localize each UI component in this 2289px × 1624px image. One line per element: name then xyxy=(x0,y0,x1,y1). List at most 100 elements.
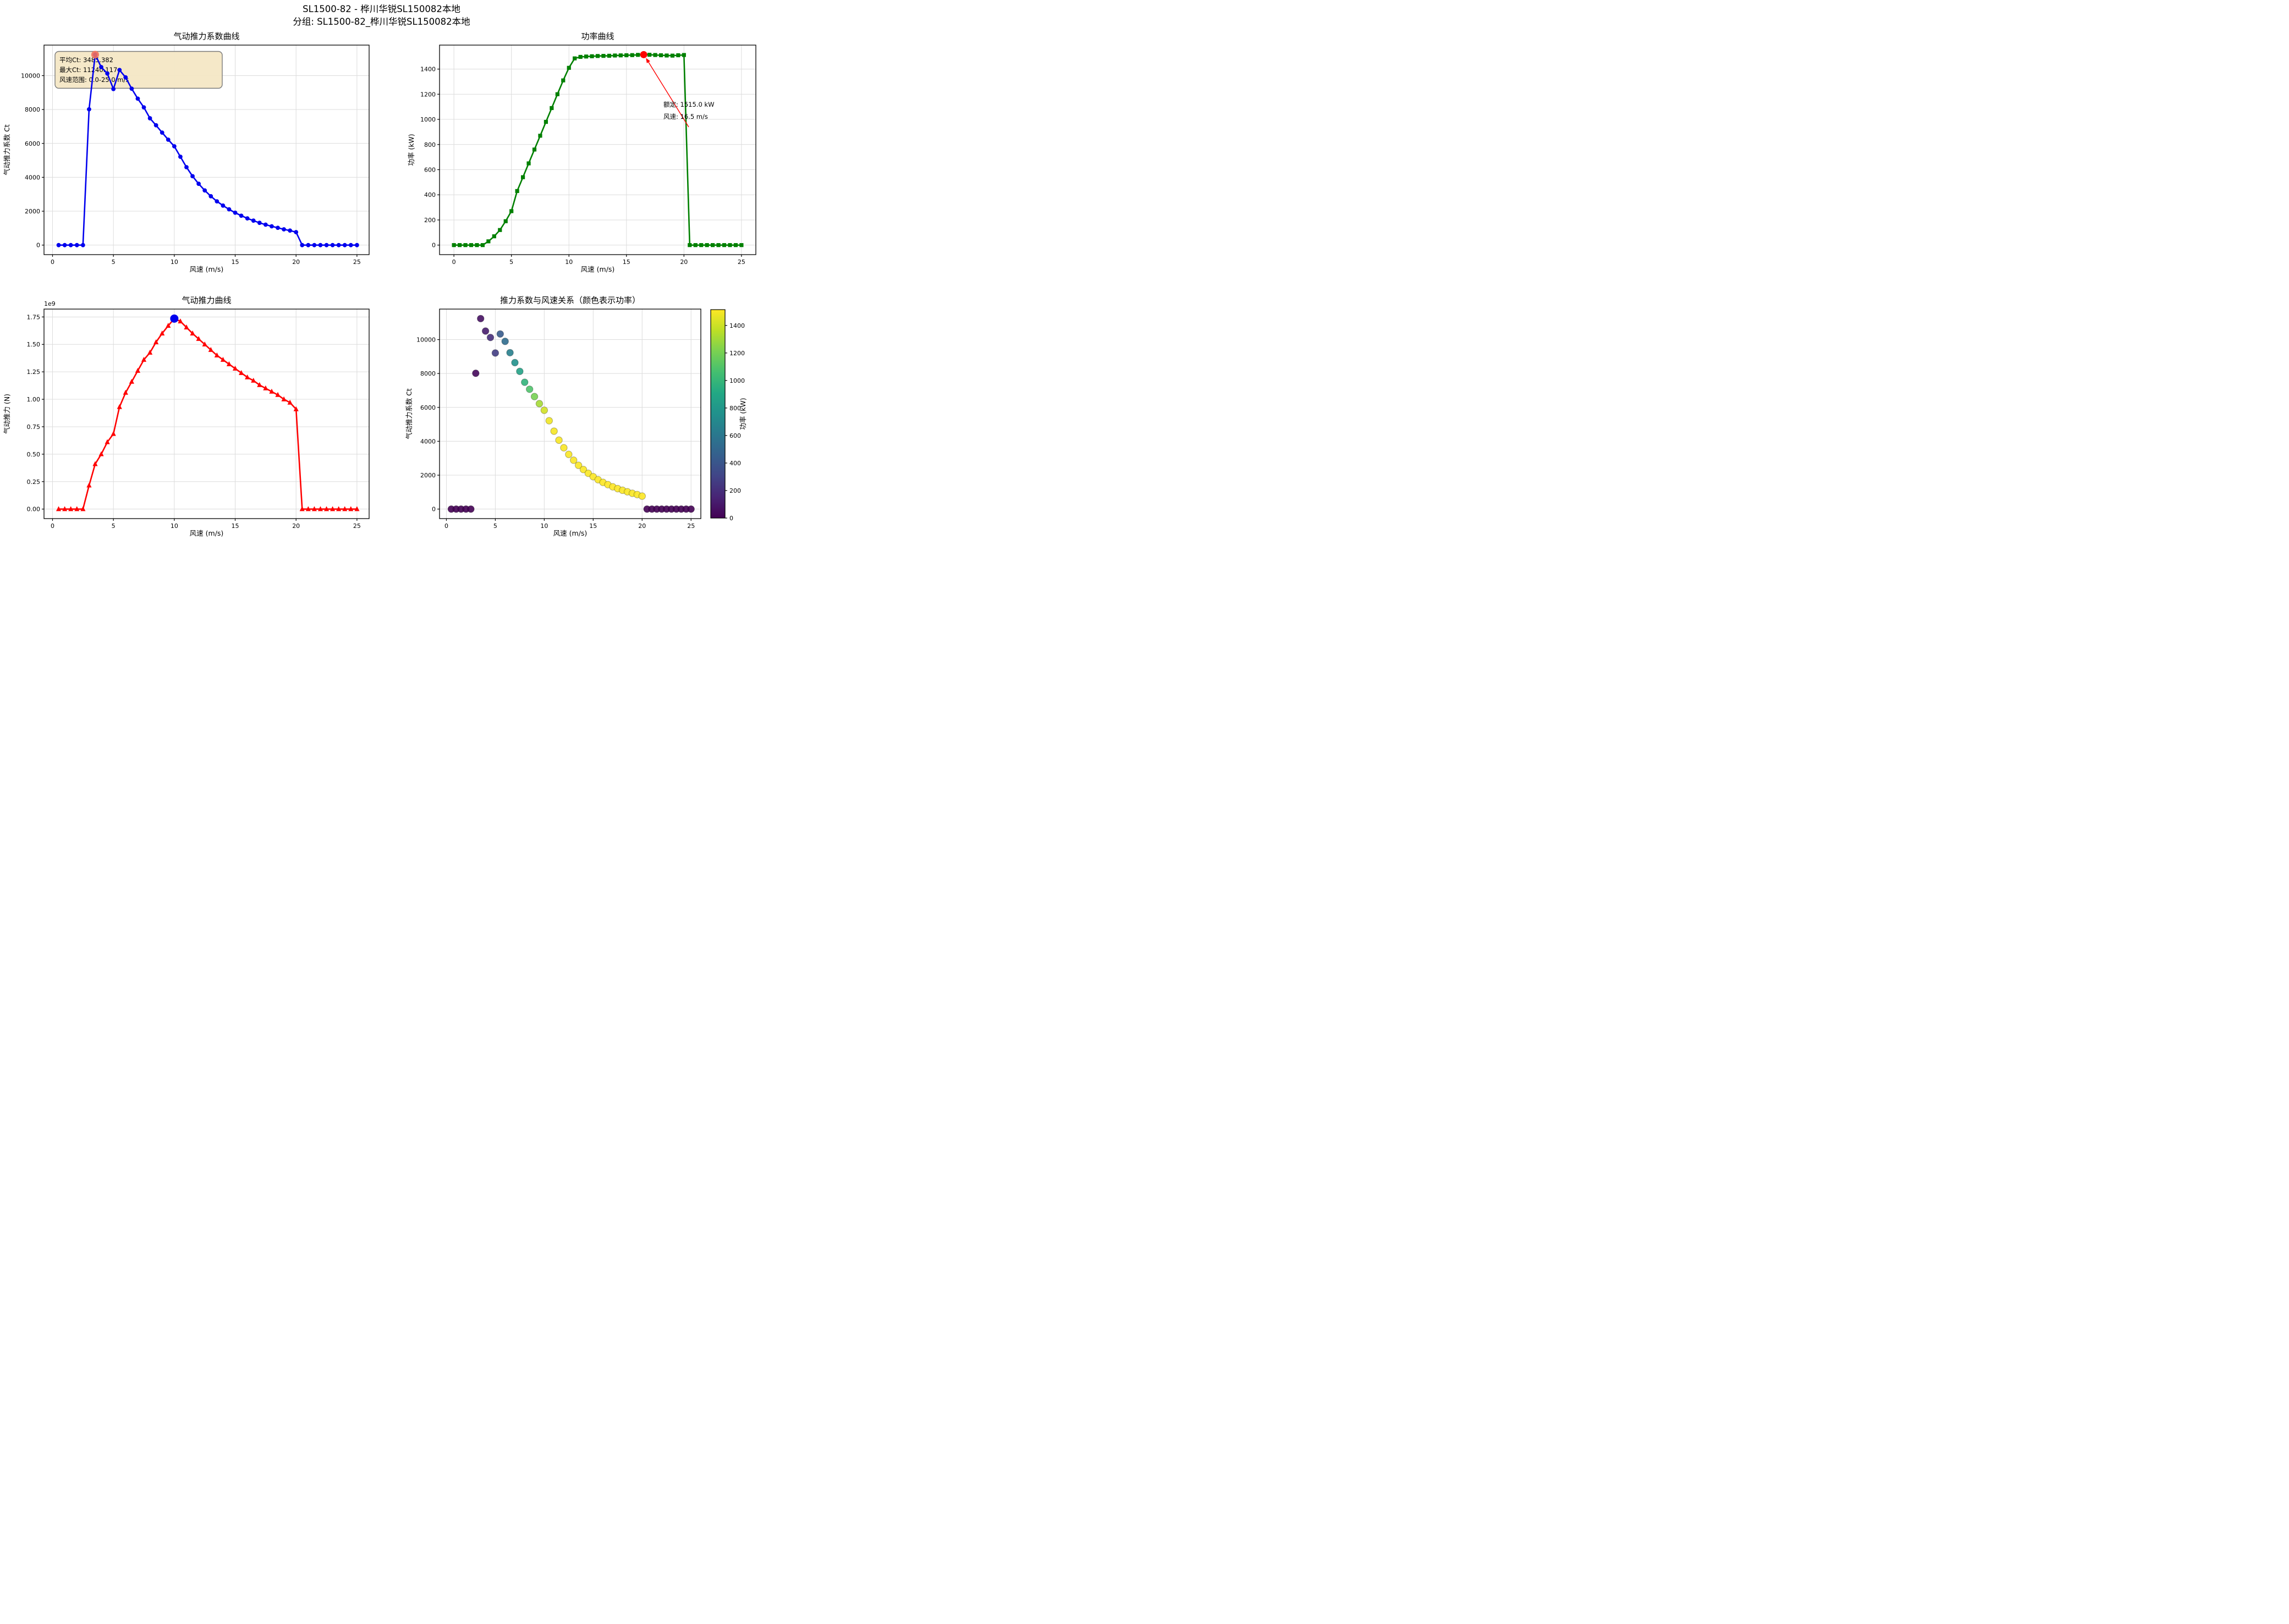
svg-text:5: 5 xyxy=(112,258,116,266)
panel-ct-power-scatter: 0 5 10 15 20 250200040006000800010000推力系数与风速关… xyxy=(405,295,747,537)
colorbar: 0 200 400 600 800 1000 1200 1400 功率 (kW) xyxy=(710,309,747,522)
axis-ticks: 0 5 10 15 20 25 0.00 0.25 0.50 0.75 1.00 1.25 1.50 1.… xyxy=(27,313,361,530)
svg-text:4000: 4000 xyxy=(420,438,436,445)
rated-annotation-line-1: 额定: 1515.0 kW xyxy=(663,101,714,108)
svg-text:15: 15 xyxy=(623,258,630,266)
svg-text:1400: 1400 xyxy=(729,322,745,329)
plot-border xyxy=(43,45,370,255)
y-axis-label: 气动推力系数 Ct xyxy=(3,124,11,175)
svg-text:1000: 1000 xyxy=(420,116,436,123)
svg-text:20: 20 xyxy=(292,258,300,266)
svg-text:6000: 6000 xyxy=(25,140,40,147)
svg-text:25: 25 xyxy=(353,258,361,266)
plot-border xyxy=(43,309,370,519)
y-axis-label: 功率 (kW) xyxy=(407,134,415,166)
svg-text:1000: 1000 xyxy=(729,377,745,384)
colorbar-label: 功率 (kW) xyxy=(739,398,747,430)
svg-text:1.50: 1.50 xyxy=(27,341,41,348)
x-axis-label: 风速 (m/s) xyxy=(581,265,615,273)
svg-text:0.50: 0.50 xyxy=(27,451,41,458)
rated-point-marker xyxy=(640,51,647,58)
stats-box-line-3: 风速范围: 0.0-25.0 m/s xyxy=(59,76,129,84)
svg-text:600: 600 xyxy=(424,167,436,174)
panel-power-curve: 额定: 1515.0 kW 风速: 16.5 m/s 0 5 10 15 20 25 0 200 4… xyxy=(407,31,756,273)
svg-text:2000: 2000 xyxy=(25,208,40,215)
svg-text:4000: 4000 xyxy=(25,174,40,181)
svg-text:10: 10 xyxy=(171,258,178,266)
panel-title: 功率曲线 xyxy=(581,31,614,41)
svg-text:2000: 2000 xyxy=(420,472,436,479)
panel-thrust-curve: 0 5 10 15 20 25 0.00 0.25 0.50 0.75 1.00 1.25 1.50 1.… xyxy=(3,295,370,537)
axis-ticks: 0 5 10 15 20 25 0 200 400 600 800 1000 1200 1400 xyxy=(420,66,745,266)
svg-text:400: 400 xyxy=(729,460,741,467)
x-axis-label: 风速 (m/s) xyxy=(190,529,224,537)
panel-title: 气动推力系数曲线 xyxy=(173,31,239,41)
rated-annotation-line-2: 风速: 16.5 m/s xyxy=(663,113,708,120)
svg-text:0: 0 xyxy=(452,258,456,266)
axis-ticks: 0 5 10 15 20 25 0 2000 4000 6000 8000 10000 xyxy=(21,73,361,266)
svg-text:20: 20 xyxy=(292,522,300,530)
scatter-points xyxy=(447,315,695,513)
svg-text:8000: 8000 xyxy=(25,106,40,113)
svg-text:1200: 1200 xyxy=(420,91,436,98)
peak-thrust-marker xyxy=(170,314,179,323)
stats-box-line-1: 平均Ct: 3485.382 xyxy=(59,56,113,64)
svg-text:0: 0 xyxy=(444,522,448,530)
svg-text:20: 20 xyxy=(638,522,646,530)
svg-text:0: 0 xyxy=(51,522,54,530)
svg-text:8000: 8000 xyxy=(420,370,436,377)
svg-text:0.25: 0.25 xyxy=(27,478,41,486)
grid xyxy=(440,309,701,519)
svg-text:0: 0 xyxy=(51,258,54,266)
svg-text:15: 15 xyxy=(232,522,239,530)
svg-text:1.75: 1.75 xyxy=(27,313,41,321)
svg-text:5: 5 xyxy=(493,522,497,530)
svg-text:0: 0 xyxy=(432,506,436,513)
x-axis-label: 风速 (m/s) xyxy=(553,529,588,537)
svg-text:20: 20 xyxy=(680,258,688,266)
svg-text:0: 0 xyxy=(36,242,40,249)
svg-text:1.00: 1.00 xyxy=(27,396,41,403)
series-markers xyxy=(452,52,744,247)
y-axis-label: 气动推力 (N) xyxy=(3,394,11,434)
y-axis-label: 气动推力系数 Ct xyxy=(405,388,413,439)
svg-text:1400: 1400 xyxy=(420,66,436,73)
svg-text:15: 15 xyxy=(232,258,239,266)
svg-text:800: 800 xyxy=(424,141,436,148)
series-line xyxy=(58,318,357,510)
series-line xyxy=(454,54,742,246)
svg-text:10: 10 xyxy=(540,522,548,530)
svg-text:0: 0 xyxy=(729,515,733,522)
suptitle-line-2: 分组: SL1500-82_桦川华锐SL150082本地 xyxy=(293,16,470,27)
plot-border xyxy=(439,45,756,255)
suptitle-line-1: SL1500-82 - 桦川华锐SL150082本地 xyxy=(303,4,460,14)
svg-text:200: 200 xyxy=(424,217,436,224)
grid xyxy=(440,45,756,255)
grid xyxy=(44,309,369,519)
svg-text:25: 25 xyxy=(738,258,745,266)
panel-title: 推力系数与风速关系（颜色表示功率） xyxy=(500,295,640,305)
svg-text:10: 10 xyxy=(565,258,573,266)
y-axis-offset-label: 1e9 xyxy=(44,300,56,307)
svg-text:1200: 1200 xyxy=(729,350,745,357)
svg-text:15: 15 xyxy=(589,522,597,530)
series-markers xyxy=(56,52,359,247)
svg-text:10000: 10000 xyxy=(21,73,40,80)
svg-text:5: 5 xyxy=(509,258,513,266)
rated-power-annotation: 额定: 1515.0 kW 风速: 16.5 m/s xyxy=(640,51,714,128)
svg-text:800: 800 xyxy=(729,405,741,412)
svg-text:5: 5 xyxy=(112,522,116,530)
svg-text:200: 200 xyxy=(729,487,741,494)
svg-text:0.75: 0.75 xyxy=(27,423,41,431)
max-ct-marker xyxy=(91,51,99,59)
svg-text:0.00: 0.00 xyxy=(27,506,41,513)
svg-text:25: 25 xyxy=(353,522,361,530)
svg-text:400: 400 xyxy=(424,191,436,199)
svg-text:25: 25 xyxy=(687,522,695,530)
axis-ticks: 0 5 10 15 20 25 0 2000 4000 6000 8000 10000 xyxy=(416,337,695,530)
svg-text:6000: 6000 xyxy=(420,404,436,411)
svg-text:0: 0 xyxy=(432,242,436,249)
